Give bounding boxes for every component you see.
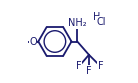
Text: F: F	[98, 61, 103, 71]
Text: Cl: Cl	[97, 17, 106, 27]
Text: F: F	[76, 61, 82, 71]
Text: NH₂: NH₂	[68, 18, 87, 28]
Text: O: O	[30, 37, 37, 46]
Text: F: F	[86, 66, 92, 76]
Text: H: H	[93, 12, 100, 22]
